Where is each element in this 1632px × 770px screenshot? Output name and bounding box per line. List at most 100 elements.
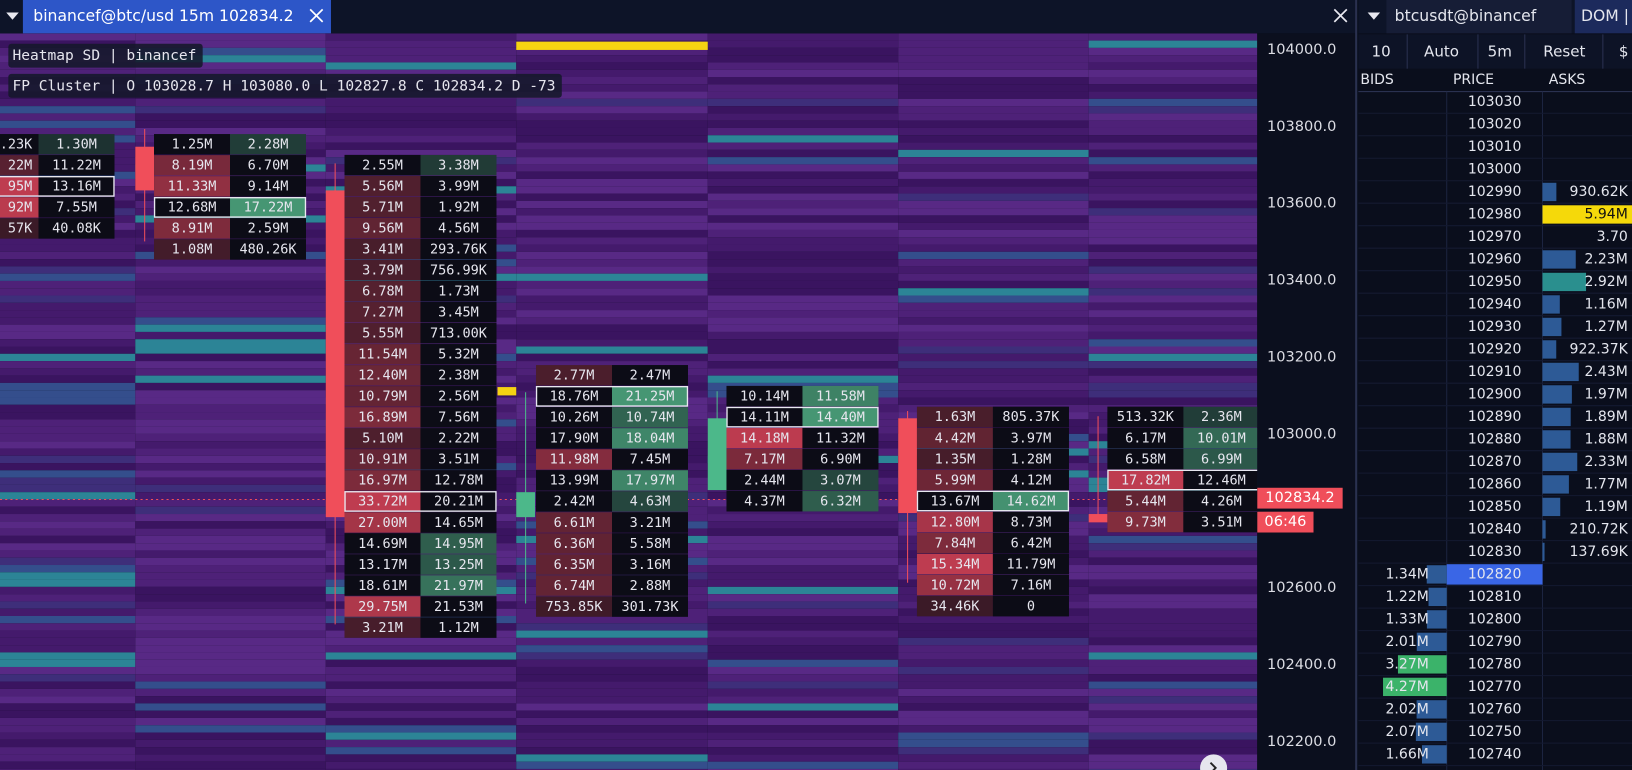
heatmap-cell <box>516 84 708 92</box>
heatmap-cell <box>898 33 1089 41</box>
heatmap-cell <box>325 127 517 136</box>
heatmap-cell <box>1088 47 1258 56</box>
heatmap-cell <box>135 317 326 325</box>
heatmap-cell <box>707 732 899 740</box>
dom-control[interactable]: Reset <box>1543 43 1585 61</box>
pane-close[interactable] <box>1333 8 1348 23</box>
bid-cell-tint <box>344 428 421 449</box>
bid-volume: 12.40M <box>358 368 407 384</box>
heatmap-cell <box>516 725 708 733</box>
bid-cell <box>536 512 612 533</box>
dom-control[interactable]: $ <box>1619 43 1629 61</box>
ask-cell-tint <box>420 344 497 365</box>
heatmap-cell <box>898 688 1089 697</box>
dom-tab-title[interactable]: btcusdt@binancef <box>1395 7 1537 25</box>
ask-volume: 7.16M <box>1011 577 1052 593</box>
heatmap-cell <box>0 623 136 631</box>
heatmap-cell <box>707 106 899 114</box>
tab-close[interactable] <box>309 8 324 23</box>
heatmap-cell <box>707 98 899 107</box>
dom-price: 102760 <box>1468 701 1522 717</box>
ask-volume: 5.58M <box>630 536 671 552</box>
bid-cell <box>536 554 612 575</box>
ask-volume: 756.99K <box>430 263 488 279</box>
heatmap-cell <box>0 768 136 770</box>
ask-volume: 2.47M <box>630 368 671 384</box>
heatmap-cell <box>1088 244 1258 252</box>
heatmap-cell <box>325 645 517 653</box>
dom-control[interactable]: 5m <box>1488 43 1512 61</box>
dom-price: 102960 <box>1468 251 1522 267</box>
bid-cell-tint <box>916 595 993 617</box>
bid-cell <box>344 196 421 218</box>
heatmap-cell <box>707 135 899 143</box>
bid-cell <box>154 239 231 260</box>
ask-volume: 3.38M <box>438 157 479 173</box>
ask-volume: 1.73M <box>438 284 479 300</box>
heatmap-cell <box>898 47 1089 56</box>
bid-volume: 14.18M <box>740 430 789 446</box>
heatmap-cell <box>0 550 136 558</box>
ask-volume: 1.12M <box>438 620 479 636</box>
heatmap-cell <box>0 361 136 369</box>
dom-label-bg <box>1574 0 1632 34</box>
dom-tab[interactable] <box>1386 0 1572 34</box>
dom-menu-icon[interactable] <box>1367 12 1381 20</box>
bid-cell-tint <box>536 407 612 428</box>
heatmap-cell <box>1088 346 1258 354</box>
dom-control[interactable]: Auto <box>1424 43 1459 61</box>
ask-cell-tint <box>420 175 497 197</box>
heatmap-cell <box>898 222 1089 230</box>
heatmap-cell <box>516 55 708 63</box>
bid-volume: 2.77M <box>554 368 595 384</box>
heatmap-cell <box>1088 164 1258 172</box>
heatmap-cell <box>707 171 899 179</box>
dom-label[interactable]: DOM | <box>1581 7 1629 25</box>
heatmap-cell <box>1088 310 1258 318</box>
heatmap-cell <box>135 674 326 682</box>
ask-bar <box>1542 430 1571 449</box>
heatmap-cell <box>0 375 136 383</box>
heatmap-cell <box>898 55 1089 63</box>
bid-cell-tint <box>0 155 39 176</box>
dom-control[interactable]: 10 <box>1372 43 1391 61</box>
scroll-button[interactable] <box>1200 754 1228 770</box>
heatmap-cell <box>707 616 899 624</box>
heatmap-cell <box>135 433 326 442</box>
bid-size: 1.33M <box>1386 611 1429 627</box>
tab-title[interactable]: binancef@btc/usd 15m 102834.2 <box>33 7 293 25</box>
bid-volume: 3.41M <box>362 242 403 258</box>
heatmap-cell <box>135 302 326 311</box>
dom-price: 102830 <box>1468 544 1522 560</box>
heatmap-cell <box>707 681 899 689</box>
bid-volume: 6.74M <box>554 578 595 594</box>
scroll-icon[interactable] <box>1209 762 1217 770</box>
heatmap-cell <box>516 637 708 646</box>
heatmap-cell <box>325 717 517 726</box>
chart-tab[interactable] <box>22 0 331 34</box>
heatmap-cell <box>707 113 899 121</box>
ask-cell-tint <box>420 407 497 428</box>
heatmap-cell <box>1088 135 1258 143</box>
heatmap-cell <box>898 69 1089 77</box>
dom-price: 102800 <box>1468 611 1522 627</box>
heatmap-cell <box>707 120 899 128</box>
dom-price: 102970 <box>1468 229 1522 245</box>
ask-cell-tint <box>38 218 115 239</box>
heatmap-cell <box>516 339 708 347</box>
ask-cell-tint <box>992 490 1069 512</box>
heatmap-cell <box>135 521 326 529</box>
bid-volume: 34.46K <box>931 598 981 614</box>
footprint: .23K 1.30M 22M 11.22M 95M 13.16M 92M 7.55M 57K 40… <box>0 41 1258 638</box>
ask-volume: 2.22M <box>438 431 479 447</box>
heatmap-cell <box>898 637 1089 646</box>
bid-volume: 12.68M <box>168 200 217 216</box>
candle-body <box>1088 514 1108 523</box>
menu-icon[interactable] <box>6 12 19 20</box>
dom-price: 102740 <box>1468 746 1522 762</box>
candle-body <box>135 146 155 191</box>
ask-bar <box>1542 452 1578 472</box>
heatmap-cell <box>135 666 326 675</box>
heatmap-cell <box>516 178 708 187</box>
heatmap-cell <box>135 288 326 296</box>
